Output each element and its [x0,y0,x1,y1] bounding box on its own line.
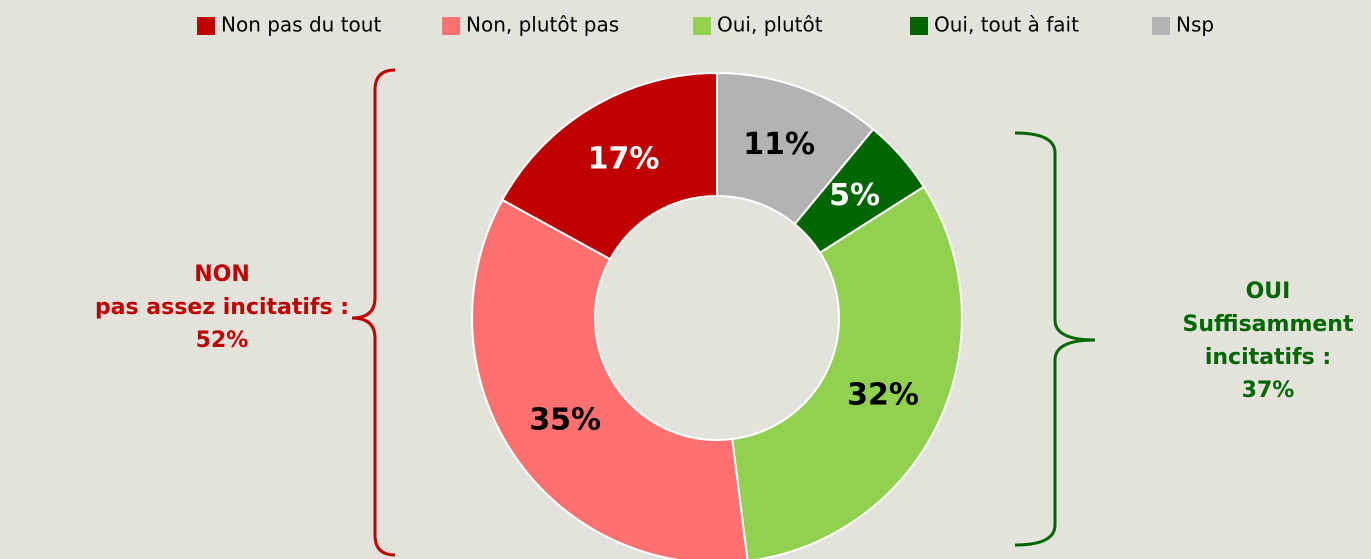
annotation: OUI [1246,279,1291,304]
annotation: incitatifs : [1205,345,1331,370]
annotation: 37% [1242,378,1295,403]
legend-label: Oui, plutôt [717,13,823,37]
annotation: NON [194,262,250,287]
legend-label: Oui, tout à fait [934,13,1079,37]
annotation: pas assez incitatifs : [95,295,349,320]
legend-swatch [197,17,215,35]
legend-label: Non pas du tout [221,13,381,37]
brace-oui [1014,131,1096,547]
legend-swatch [693,17,711,35]
data-label: 11% [743,127,815,162]
data-label: 35% [529,403,601,438]
donut-slice [500,71,718,261]
legend-swatch [442,17,460,35]
legend-label: Non, plutôt pas [466,13,619,37]
data-label: 32% [847,378,919,413]
annotation: 52% [196,328,249,353]
annotation: Suffisamment [1183,312,1354,337]
donut-slice [471,198,749,559]
legend-swatch [1152,17,1170,35]
donut-slice [731,185,963,559]
legend-swatch [910,17,928,35]
data-label: 5% [829,178,880,213]
brace-non [351,68,396,557]
donut-slice [716,71,875,226]
legend-label: Nsp [1176,13,1214,37]
data-label: 17% [588,142,660,177]
